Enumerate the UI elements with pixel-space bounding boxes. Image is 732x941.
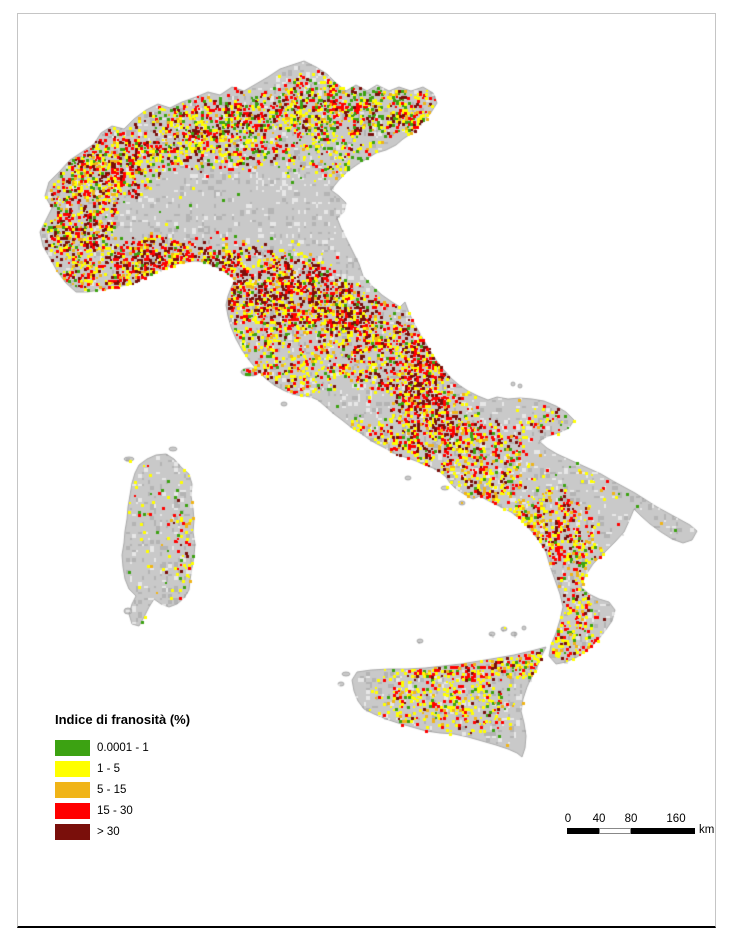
scale-bar: 0 40 80 160 km [564, 813, 717, 839]
legend-label: 1 - 5 [97, 763, 121, 775]
scale-bar-segment [599, 828, 631, 834]
legend-swatch-green [55, 740, 90, 756]
legend-title: Indice di franosità (%) [55, 712, 191, 727]
scale-tick-label: 0 [564, 813, 572, 825]
scale-bar-line [567, 828, 695, 834]
legend-swatch-orange [55, 782, 90, 798]
scale-unit-label: km [699, 824, 715, 836]
scale-bar-segment [567, 828, 599, 834]
scale-tick-label: 80 [624, 813, 638, 825]
legend-swatch-darkred [55, 824, 90, 840]
scale-tick-label: 40 [592, 813, 606, 825]
legend-label: > 30 [97, 826, 120, 838]
legend-label: 0.0001 - 1 [97, 742, 149, 754]
legend-label: 5 - 15 [97, 784, 127, 796]
scale-bar-segment [631, 828, 695, 834]
scale-tick-label: 160 [666, 813, 686, 825]
legend-swatch-red [55, 803, 90, 819]
legend-label: 15 - 30 [97, 805, 133, 817]
legend-swatch-yellow [55, 761, 90, 777]
